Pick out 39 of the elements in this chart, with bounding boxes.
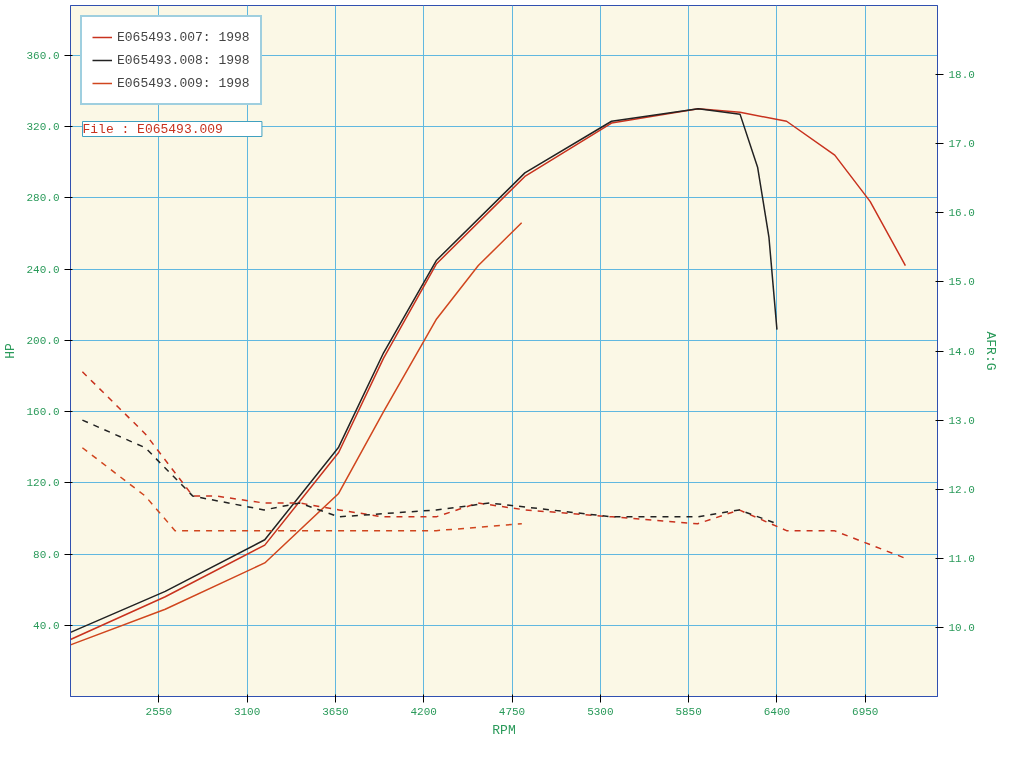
y-tick-label: 240.0 [26, 263, 60, 276]
x-axis-title: RPM [492, 722, 516, 738]
line-series [81, 446, 523, 532]
y2-tick-label: 12.0 [948, 483, 975, 496]
y2-axis-title: AFR:G [982, 331, 998, 371]
y-tick-label: 320.0 [26, 121, 60, 134]
x-tick-label: 3650 [322, 705, 349, 718]
x-tick-label: 4200 [410, 705, 437, 718]
legend-label: E065493.007: 1998 [117, 29, 250, 45]
x-tick-label: 4750 [498, 705, 526, 718]
y-tick-label: 40.0 [33, 619, 60, 632]
y-tick-label: 360.0 [26, 49, 60, 62]
line-series [70, 108, 778, 634]
y2-tick-label: 10.0 [948, 621, 975, 634]
x-tick-label: 5850 [675, 705, 702, 718]
legend-label: E065493.009: 1998 [117, 75, 250, 91]
x-tick-label: 5300 [587, 705, 614, 718]
y-tick-label: 280.0 [26, 192, 60, 205]
legend-label: E065493.008: 1998 [117, 52, 250, 68]
y-tick-label: 160.0 [26, 406, 60, 419]
y2-tick-label: 15.0 [948, 276, 975, 289]
y2-tick-label: 14.0 [948, 345, 975, 358]
x-tick-label: 6950 [852, 705, 879, 718]
line-series [70, 108, 907, 641]
annotation: File : E065493.009 [82, 121, 223, 137]
y2-tick-label: 16.0 [948, 207, 975, 220]
line-series [70, 222, 523, 646]
y2-tick-label: 11.0 [948, 552, 975, 565]
line-series [81, 370, 907, 560]
x-tick-label: 6400 [763, 705, 791, 718]
y2-tick-label: 13.0 [948, 414, 975, 427]
y-tick-label: 120.0 [26, 477, 60, 490]
y-axis-title: HP [3, 343, 19, 359]
y-tick-label: 200.0 [26, 334, 60, 347]
y2-tick-label: 17.0 [948, 138, 975, 151]
y2-tick-label: 18.0 [948, 69, 975, 82]
x-tick-label: 3100 [233, 705, 261, 718]
x-tick-label: 2550 [145, 705, 173, 718]
y-tick-label: 80.0 [33, 548, 60, 561]
